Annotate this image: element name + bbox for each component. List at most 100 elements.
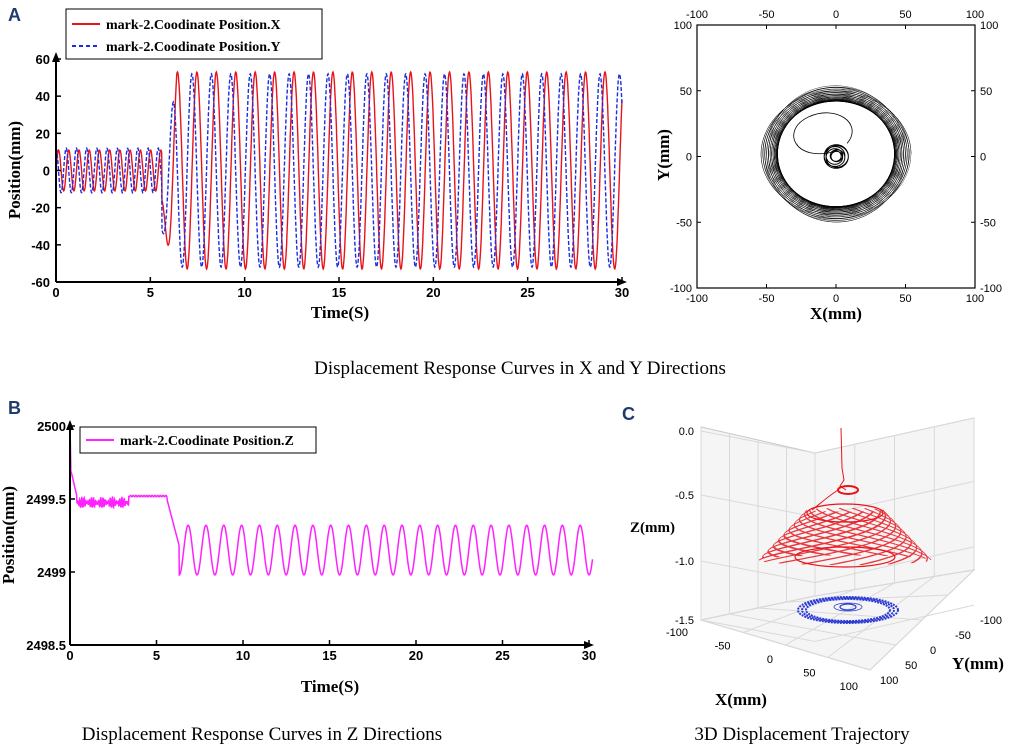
- traj-3d-xtick-label: -100: [666, 627, 688, 639]
- z-time-xlabel: Time(S): [301, 677, 359, 696]
- legend-x-label: mark-2.Coodinate Position.X: [106, 18, 281, 33]
- orbit-xtick-label-top: 50: [899, 9, 911, 21]
- legend-y-label: mark-2.Coodinate Position.Y: [106, 40, 281, 55]
- traj-3d-xtick-label: 100: [840, 681, 858, 693]
- orbit-ytick-label: 50: [680, 86, 692, 98]
- trajectory-mesh: [758, 507, 932, 566]
- orbit-ytick-label-right: 100: [980, 20, 998, 32]
- orbit-xtick-label: -50: [759, 293, 775, 305]
- orbit-xtick-label: -100: [686, 293, 708, 305]
- xy-time-legend: mark-2.Coodinate Position.X mark-2.Coodi…: [65, 8, 323, 60]
- z-time-xtick-label: 30: [582, 648, 596, 663]
- z-time-ytick-label: 2498.5: [26, 638, 66, 653]
- chart-xy-time: 0 5 10 15 20 25 30 -60 -40 -20 0 20 40 60 Time(S) Pos…: [5, 8, 629, 322]
- xy-time-xtick-label: 5: [147, 285, 154, 300]
- orbit-xtick-label-top: 100: [966, 9, 984, 21]
- xy-time-ytick-label: -20: [31, 201, 50, 216]
- panel-label-b: B: [8, 398, 21, 418]
- floor-projection-ring: [801, 597, 895, 623]
- traj-3d-ztick-label: -0.5: [675, 490, 694, 502]
- floor-projection-ring: [805, 598, 891, 622]
- traj-3d-ytick-label: -100: [980, 615, 1002, 627]
- orbit-ytick-label-right: 50: [980, 86, 992, 98]
- legend-z-label: mark-2.Coodinate Position.Z: [120, 434, 294, 449]
- orbit-xlabel: X(mm): [810, 304, 862, 323]
- trajectory-transition: [811, 489, 839, 511]
- xy-time-ytick-label: 20: [36, 126, 50, 141]
- z-time-xtick-label: 15: [322, 648, 336, 663]
- floor-projection-inner2: [833, 602, 863, 612]
- z-time-xtick-label: 0: [66, 648, 73, 663]
- floor-projection-ring: [797, 596, 899, 624]
- z-time-ylabel: Position(mm): [0, 486, 18, 584]
- orbit-ytick-label: -50: [676, 217, 692, 229]
- xy-time-xtick-label: 10: [237, 285, 251, 300]
- orbit-ytick-label: 100: [674, 20, 692, 32]
- traj-3d-xtick-label: 0: [767, 654, 773, 666]
- xy-time-plot-area: [55, 70, 623, 271]
- series-x-line: [55, 70, 623, 271]
- z-time-xtick-label: 20: [409, 648, 423, 663]
- traj-3d-xtick-label: -50: [715, 641, 731, 653]
- orbit-ytick-label: -100: [670, 283, 692, 295]
- orbit-transition-path: [793, 112, 853, 155]
- orbit-xtick-label: 100: [966, 293, 984, 305]
- floor-projection-inner: [839, 603, 857, 611]
- z-y-axis-arrow: [66, 420, 74, 430]
- orbit-ytick-label-right: -50: [980, 217, 996, 229]
- xy-time-xtick-label: 30: [615, 285, 629, 300]
- series-z-line: [69, 466, 594, 577]
- floor-gridline-y: [757, 607, 923, 621]
- orbit-ytick-label-right: 0: [980, 152, 986, 164]
- y-axis-arrow: [52, 52, 60, 62]
- orbit-frame: [696, 24, 976, 289]
- orbit-inner-ring: [823, 144, 849, 169]
- xy-time-xlabel: Time(S): [311, 303, 369, 322]
- orbit-xtick-label-top: -100: [686, 9, 708, 21]
- panel-label-a: A: [8, 5, 21, 25]
- traj-3d-ztick-label: 0.0: [679, 426, 694, 438]
- traj-3d-xtick-label: 50: [803, 668, 815, 680]
- z-time-ytick-label: 2500: [37, 419, 66, 434]
- z-time-xtick-label: 25: [495, 648, 509, 663]
- xy-time-xtick-label: 25: [520, 285, 534, 300]
- xy-time-ylabel: Position(mm): [5, 121, 24, 219]
- xy-time-xtick-label: 0: [52, 285, 59, 300]
- traj-3d-ytick-label: -50: [955, 630, 971, 642]
- caption-z: Displacement Response Curves in Z Direct…: [82, 724, 442, 745]
- chart-z-time: 0 5 10 15 20 25 30 2498.5 2499 2499.5 2500 Time(S)…: [0, 419, 596, 696]
- caption-xy: Displacement Response Curves in X and Y …: [314, 358, 726, 379]
- trajectory-top-ring: [806, 503, 884, 523]
- panel-label-c: C: [622, 404, 635, 424]
- traj-3d-ztick-label: -1.5: [675, 615, 694, 627]
- orbit-outer-ring: [760, 85, 912, 223]
- traj-3d-ytick-label: 0: [930, 645, 936, 657]
- xy-time-ytick-label: -40: [31, 238, 50, 253]
- orbit-xtick-label-top: 0: [833, 9, 839, 21]
- z-time-ytick-label: 2499: [37, 565, 66, 580]
- z-time-ticks: 0 5 10 15 20 25 30 2498.5 2499 2499.5 2500: [26, 419, 596, 663]
- orbit-ylabel: Y(mm): [654, 129, 673, 181]
- xy-time-ytick-label: 60: [36, 52, 50, 67]
- orbit-ytick-label-right: -100: [980, 283, 1002, 295]
- orbit-xtick-label-top: -50: [759, 9, 775, 21]
- z-time-xtick-label: 10: [236, 648, 250, 663]
- xy-time-xtick-label: 15: [332, 285, 346, 300]
- xy-time-ticks: 0 5 10 15 20 25 30 -60 -40 -20 0 20 40 60: [31, 52, 629, 300]
- trajectory-bottom-ring: [794, 546, 896, 568]
- caption-traj: 3D Displacement Trajectory: [694, 724, 910, 745]
- xy-time-xtick-label: 20: [426, 285, 440, 300]
- z-time-legend: mark-2.Coodinate Position.Z: [79, 426, 317, 454]
- traj-3d-ytick-label: 100: [880, 675, 898, 687]
- series-y-line: [55, 72, 623, 269]
- orbit-xtick-label: 50: [899, 293, 911, 305]
- traj-3d-ylabel: Y(mm): [952, 654, 1004, 673]
- traj-3d-zlabel: Z(mm): [630, 520, 675, 536]
- traj-3d-ztick-label: -1.0: [675, 556, 694, 568]
- orbit-ytick-label: 0: [686, 152, 692, 164]
- traj-3d-ytick-label: 50: [905, 660, 917, 672]
